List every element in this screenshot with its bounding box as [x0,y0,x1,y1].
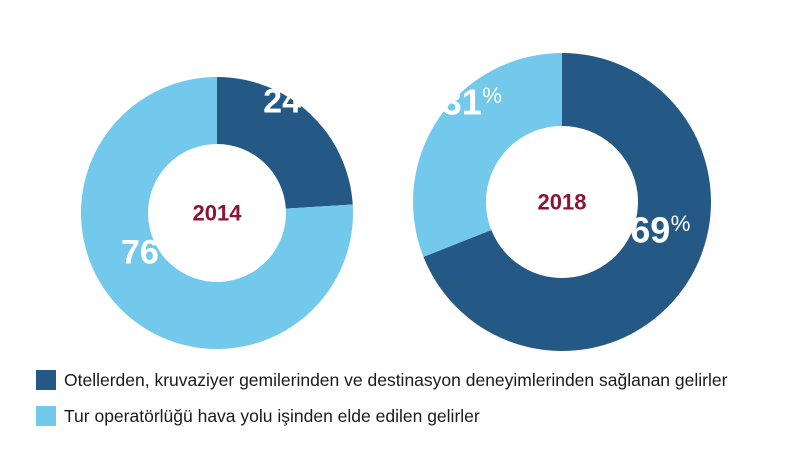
legend-item-hotels: Otellerden, kruvaziyer gemilerinden ve d… [36,366,727,394]
legend: Otellerden, kruvaziyer gemilerinden ve d… [36,366,727,438]
legend-label-tour: Tur operatörlüğü hava yolu işinden elde … [64,405,480,426]
slice-unit-tour-2018: % [482,83,502,108]
donut-charts: 24 %76 %2014 69 %31 %2018 [80,53,712,352]
slice-unit-hotels-2014: % [302,84,321,107]
slice-label-tour-2018: 31 [442,81,482,122]
legend-label-hotels: Otellerden, kruvaziyer gemilerinden ve d… [64,369,728,390]
slice-tour-2018 [413,53,562,257]
legend-item-tour: Tur operatörlüğü hava yolu işinden elde … [36,402,727,430]
slice-hotels-2018 [423,53,712,352]
slice-unit-tour-2014: % [160,235,179,258]
donut-year-label: 2018 [538,190,587,215]
donut-year-label: 2014 [193,201,243,226]
slice-label-hotels-2018: 69 [630,210,670,251]
slice-hotels-2014 [217,77,353,209]
donut-2014: 24 %76 %2014 [80,76,353,349]
legend-swatch-tour [36,406,56,426]
slice-tour-2014 [80,76,353,349]
legend-swatch-hotels [36,370,56,390]
slice-label-hotels-2014: 24 [263,82,301,120]
slice-unit-hotels-2018: % [671,211,691,236]
donut-2018: 69 %31 %2018 [413,53,712,352]
slice-label-tour-2014: 76 [121,234,159,272]
